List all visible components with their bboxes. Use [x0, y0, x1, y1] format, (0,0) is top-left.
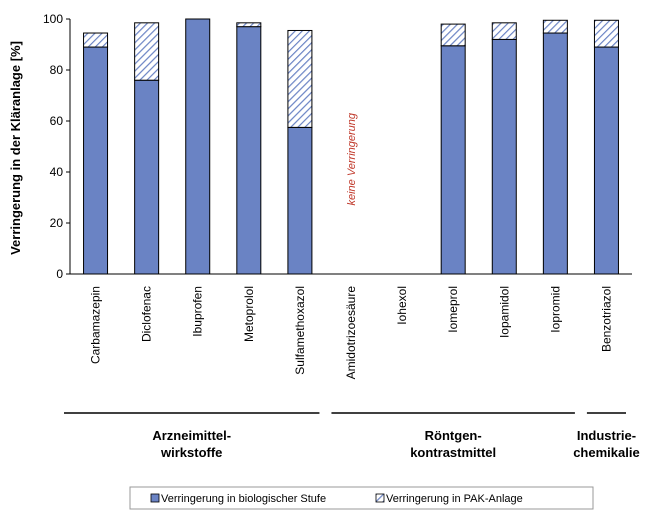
- bar-pak-iopromid: [542, 19, 568, 34]
- category-label-iopamidol: Iopamidol: [497, 286, 511, 338]
- y-tick-label-60: 60: [50, 114, 64, 128]
- category-label-iohexol: Iohexol: [395, 286, 409, 325]
- bar-bio-metoprolol: [236, 26, 262, 275]
- legend-box: [129, 486, 594, 510]
- annotation-keine-verringerung: keine Verringerung: [346, 112, 358, 205]
- bar-bio-ibuprofen: [185, 18, 211, 275]
- group-label-arzneimittel-wirkstoffe-line2: wirkstoffe: [160, 445, 222, 460]
- legend-swatch-bio: [150, 493, 160, 503]
- y-tick-label-40: 40: [50, 165, 64, 179]
- bars: [83, 18, 619, 275]
- y-axis: 0 20 40 60 80 100: [43, 12, 71, 281]
- y-tick-label-20: 20: [50, 216, 64, 230]
- y-tick-label-0: 0: [56, 267, 63, 281]
- bar-pak-benzotriazol: [593, 19, 619, 48]
- category-label-sulfamethoxazol: Sulfamethoxazol: [293, 286, 307, 375]
- group-label-arzneimittel-wirkstoffe-line1: Arzneimittel-: [152, 428, 231, 443]
- bar-bio-iomeprol: [440, 45, 466, 275]
- category-label-amidotrizoesaure: Amidotrizoesäure: [344, 286, 358, 380]
- bar-pak-sulfamethoxazol: [287, 29, 313, 128]
- annotations: keine Verringerung: [346, 112, 358, 205]
- bar-bio-diclofenac: [134, 79, 160, 275]
- bar-bio-benzotriazol: [593, 46, 619, 275]
- bar-bio-sulfamethoxazol: [287, 126, 313, 275]
- group-label-rontgen-kontrastmittel-line1: Röntgen-: [425, 428, 482, 443]
- x-axis: Carbamazepin Diclofenac Ibuprofen Metoprolo…: [70, 273, 632, 380]
- category-label-iopromid: Iopromid: [548, 286, 562, 333]
- y-tick-label-80: 80: [50, 63, 64, 77]
- category-label-diclofenac: Diclofenac: [140, 286, 154, 342]
- bar-pak-iomeprol: [440, 23, 466, 47]
- bar-pak-metoprolol: [236, 22, 262, 28]
- bar-pak-carbamazepin: [83, 32, 109, 48]
- y-axis-label: Verringerung in der Kläranlage [%]: [8, 41, 23, 255]
- category-label-ibuprofen: Ibuprofen: [191, 286, 205, 337]
- bar-bio-iopromid: [542, 32, 568, 275]
- group-label-industrie-chemikalie-line2: chemikalie: [573, 445, 640, 460]
- legend: Verringerung in biologischer Stufe Verri…: [129, 486, 594, 510]
- category-label-metoprolol: Metoprolol: [242, 286, 256, 342]
- category-label-iomeprol: Iomeprol: [446, 286, 460, 333]
- category-label-benzotriazol: Benzotriazol: [599, 286, 613, 352]
- legend-label-pak: Verringerung in PAK-Anlage: [386, 493, 523, 505]
- legend-swatch-pak: [375, 493, 385, 503]
- legend-label-bio: Verringerung in biologischer Stufe: [161, 493, 326, 505]
- bar-bio-iopamidol: [491, 38, 517, 275]
- category-groups: Arzneimittel-wirkstoffe Röntgen-kontrastm…: [64, 412, 640, 460]
- bar-bio-carbamazepin: [83, 46, 109, 275]
- bar-pak-iopamidol: [491, 22, 517, 40]
- group-label-rontgen-kontrastmittel-line2: kontrastmittel: [410, 445, 496, 460]
- category-label-carbamazepin: Carbamazepin: [89, 286, 103, 364]
- y-tick-label-100: 100: [43, 12, 63, 26]
- bar-pak-diclofenac: [134, 22, 160, 81]
- group-label-industrie-chemikalie-line1: Industrie-: [577, 428, 636, 443]
